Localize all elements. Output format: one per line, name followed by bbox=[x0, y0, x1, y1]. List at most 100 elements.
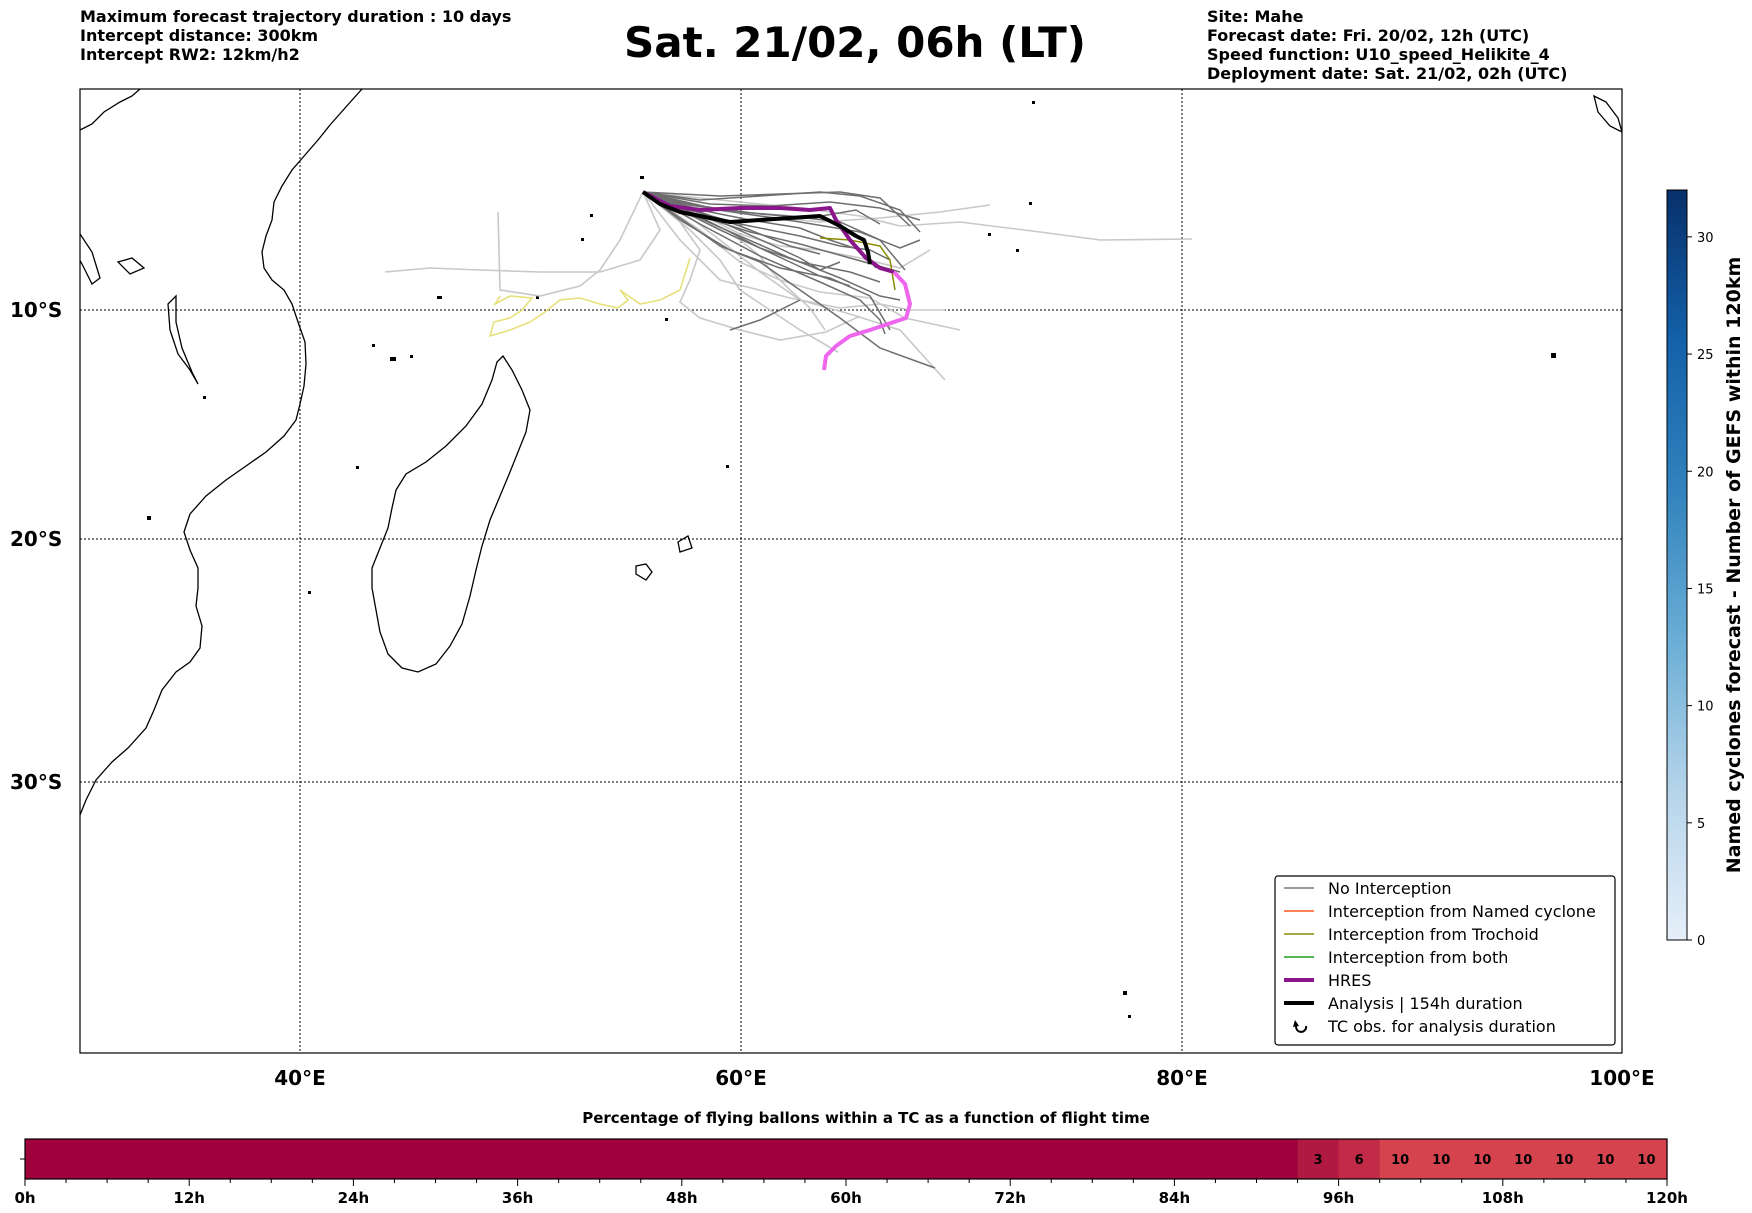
somalia-island bbox=[167, 294, 199, 385]
flight-time-cell bbox=[763, 1139, 806, 1179]
lat-label: 30°S bbox=[10, 770, 62, 794]
flight-time-cell bbox=[1338, 1139, 1381, 1179]
flight-time-cell-label: 10 bbox=[1432, 1153, 1450, 1168]
flight-time-cell bbox=[1584, 1139, 1627, 1179]
colorbar-label: Named cyclones forecast - Number of GEFS… bbox=[1723, 257, 1745, 874]
flight-time-cell bbox=[599, 1139, 642, 1179]
yellow-trajectory bbox=[488, 257, 691, 338]
flight-time-tick-label: 84h bbox=[1159, 1189, 1191, 1207]
colorbar: 0 5 10 15 20 25 30 Named cyclones forecast - N… bbox=[1666, 189, 1745, 949]
flight-time-cell bbox=[148, 1139, 190, 1179]
flight-time-cell bbox=[107, 1139, 149, 1179]
flight-time-cell bbox=[353, 1139, 396, 1179]
flight-time-tick-label: 0h bbox=[14, 1189, 35, 1207]
flight-time-cell bbox=[1010, 1139, 1052, 1179]
legend-label: TC obs. for analysis duration bbox=[1327, 1017, 1556, 1036]
flight-time-cell bbox=[435, 1139, 478, 1179]
flight-time-cell bbox=[1420, 1139, 1463, 1179]
lon-label: 100°E bbox=[1589, 1066, 1654, 1090]
colorbar-tick-label: 25 bbox=[1697, 348, 1714, 363]
flight-time-tick-label: 12h bbox=[173, 1189, 205, 1207]
africa-coastline bbox=[80, 89, 363, 816]
colorbar-tick-label: 5 bbox=[1697, 817, 1705, 832]
flight-time-cell bbox=[804, 1139, 847, 1179]
legend-label: Interception from Named cyclone bbox=[1328, 902, 1596, 921]
flight-time-cell bbox=[1051, 1139, 1093, 1179]
legend-label: Interception from Trochoid bbox=[1328, 925, 1539, 944]
flight-time-tick-label: 36h bbox=[502, 1189, 534, 1207]
flight-time-cell-label: 10 bbox=[1555, 1153, 1573, 1168]
flight-time-cell bbox=[1461, 1139, 1504, 1179]
deployment-date-text: Deployment date: Sat. 21/02, 02h (UTC) bbox=[1207, 64, 1568, 83]
longitude-labels: 40°E 60°E 80°E 100°E bbox=[274, 1066, 1654, 1090]
sri-lanka-island bbox=[1593, 94, 1622, 133]
flight-time-bar: Percentage of flying ballons within a TC… bbox=[14, 1109, 1688, 1207]
flight-time-cell bbox=[394, 1139, 437, 1179]
flight-time-cell bbox=[312, 1139, 354, 1179]
flight-time-cell bbox=[1502, 1139, 1545, 1179]
socotra-island bbox=[116, 257, 146, 275]
arabia-coastline bbox=[80, 89, 141, 131]
flight-time-cell bbox=[887, 1139, 929, 1179]
intercept-distance-text: Intercept distance: 300km bbox=[80, 26, 319, 45]
analysis-track bbox=[641, 190, 872, 265]
flight-time-cell-label: 6 bbox=[1355, 1153, 1364, 1168]
lon-label: 40°E bbox=[274, 1066, 326, 1090]
flight-time-tick-label: 96h bbox=[1323, 1189, 1355, 1207]
flight-time-cell bbox=[476, 1139, 519, 1179]
flight-time-cell bbox=[1256, 1139, 1299, 1179]
colorbar-gradient bbox=[1666, 189, 1688, 941]
site-text: Site: Mahe bbox=[1207, 7, 1304, 26]
colorbar-ticks: 0 5 10 15 20 25 30 bbox=[1687, 231, 1714, 949]
colorbar-tick-label: 0 bbox=[1697, 934, 1705, 949]
speed-function-text: Speed function: U10_speed_Helikite_4 bbox=[1207, 45, 1550, 64]
flight-time-cell bbox=[271, 1139, 313, 1179]
flight-time-cell bbox=[681, 1139, 724, 1179]
flight-time-tick-label: 72h bbox=[994, 1189, 1026, 1207]
flight-time-cell bbox=[1297, 1139, 1340, 1179]
flight-time-cell bbox=[1174, 1139, 1217, 1179]
hres-track-late bbox=[822, 270, 912, 371]
legend-label: Interception from both bbox=[1328, 948, 1508, 967]
run-parameters: Maximum forecast trajectory duration : 1… bbox=[80, 7, 511, 64]
flight-time-cell bbox=[1625, 1139, 1668, 1179]
page-title: Sat. 21/02, 06h (LT) bbox=[624, 18, 1086, 67]
lat-label: 20°S bbox=[10, 527, 62, 551]
forecast-info: Site: Mahe Forecast date: Fri. 20/02, 12… bbox=[1207, 7, 1567, 83]
lon-label: 60°E bbox=[715, 1066, 767, 1090]
flight-time-cell bbox=[1543, 1139, 1586, 1179]
flight-time-cell bbox=[846, 1139, 888, 1179]
legend: No Interception Interception from Named … bbox=[1274, 875, 1616, 1046]
flight-time-cell-label: 10 bbox=[1596, 1153, 1614, 1168]
flight-time-cells: 3 6 10 10 10 10 10 10 10 bbox=[25, 1139, 1668, 1179]
flight-time-cell-label: 10 bbox=[1637, 1153, 1655, 1168]
flight-time-ticks: 0h 12h 24h 36h 48h 60h 72h 84h 96h 108h 120h bbox=[14, 1179, 1688, 1207]
legend-box bbox=[1274, 875, 1616, 1046]
flight-time-cell-label: 10 bbox=[1514, 1153, 1532, 1168]
flight-time-tick-label: 60h bbox=[830, 1189, 862, 1207]
flight-time-tick-label: 120h bbox=[1646, 1189, 1688, 1207]
madagascar-coastline bbox=[371, 354, 531, 673]
lon-label: 80°E bbox=[1156, 1066, 1208, 1090]
colorbar-tick-label: 30 bbox=[1697, 231, 1714, 246]
legend-label: HRES bbox=[1328, 971, 1371, 990]
flight-time-cell bbox=[1092, 1139, 1134, 1179]
lat-label: 10°S bbox=[10, 298, 62, 322]
flight-time-cell-label: 10 bbox=[1391, 1153, 1409, 1168]
flight-time-cell bbox=[517, 1139, 560, 1179]
flight-time-tick-label: 48h bbox=[666, 1189, 698, 1207]
flight-time-cell-label: 10 bbox=[1473, 1153, 1491, 1168]
flight-time-cell bbox=[1133, 1139, 1175, 1179]
latitude-labels: 10°S 20°S 30°S bbox=[10, 298, 62, 794]
flight-time-cell bbox=[722, 1139, 765, 1179]
flight-time-cell bbox=[189, 1139, 231, 1179]
flight-time-cell bbox=[928, 1139, 970, 1179]
forecast-date-text: Forecast date: Fri. 20/02, 12h (UTC) bbox=[1207, 26, 1530, 45]
reunion-island bbox=[635, 563, 653, 581]
flight-time-tick-label: 108h bbox=[1482, 1189, 1524, 1207]
flight-time-cell bbox=[66, 1139, 108, 1179]
flight-time-cell bbox=[1379, 1139, 1422, 1179]
flight-time-cell bbox=[1215, 1139, 1258, 1179]
flight-time-tick-label: 24h bbox=[338, 1189, 370, 1207]
